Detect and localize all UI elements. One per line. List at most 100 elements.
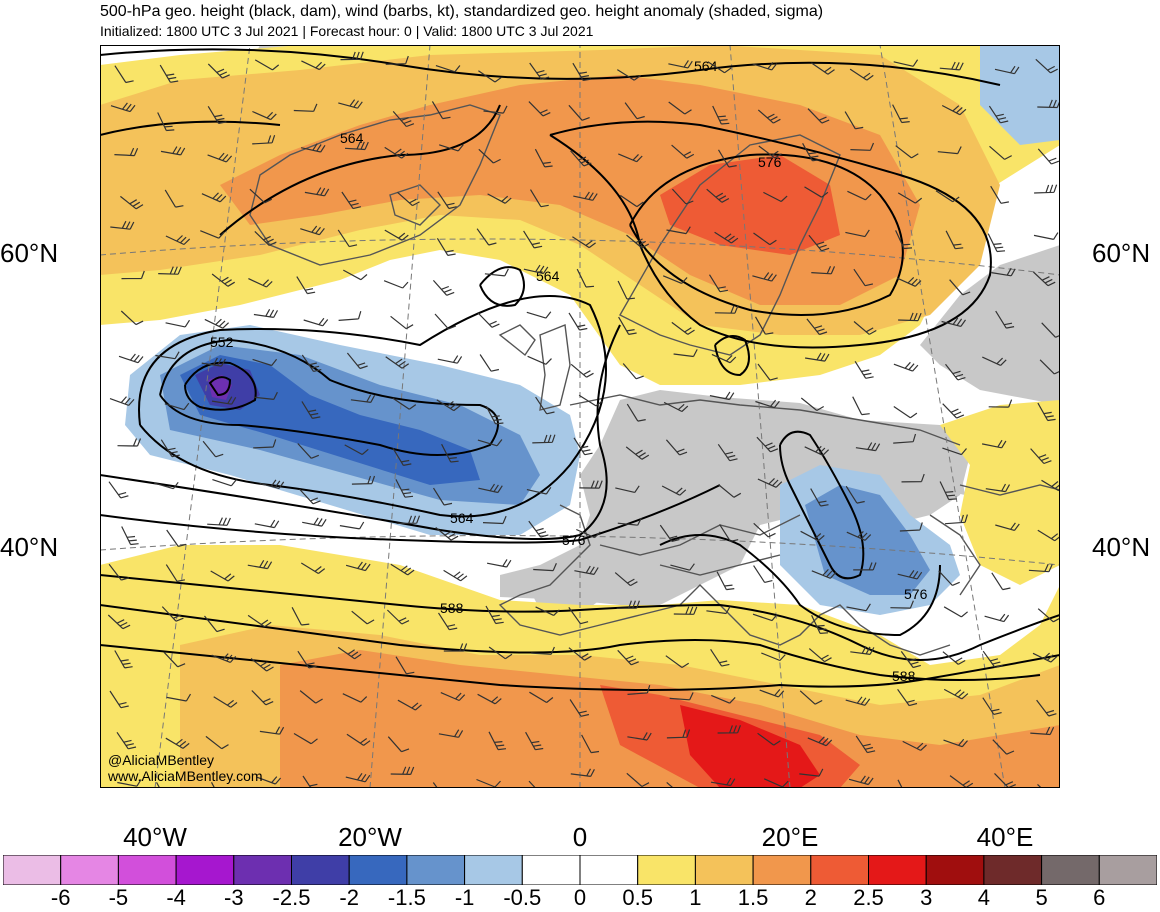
wind-barb — [893, 59, 919, 67]
wind-barb — [943, 688, 969, 700]
wind-barb — [943, 606, 968, 618]
wind-barb — [753, 232, 777, 246]
wind-barb — [205, 735, 229, 750]
lon-label-40e: 40°E — [976, 822, 1034, 852]
colorbar-swatch — [868, 855, 927, 885]
wind-barb — [248, 278, 273, 288]
wind-barb — [488, 731, 507, 751]
wind-barb — [808, 648, 832, 663]
wind-barb — [850, 646, 875, 655]
wind-barb — [527, 355, 552, 365]
wind-barb — [528, 780, 537, 788]
wind-barb — [385, 356, 410, 369]
contour-label: 588 — [440, 600, 464, 616]
wind-barb — [943, 738, 968, 748]
wind-barb — [253, 391, 278, 400]
colorbar-swatch — [464, 855, 523, 885]
wind-barb — [992, 739, 1015, 755]
wind-barb — [673, 606, 698, 615]
wind-barb — [253, 309, 279, 318]
wind-barb — [109, 396, 135, 406]
wind-barb — [807, 108, 830, 124]
lon-label-20w: 20°W — [338, 822, 402, 852]
wind-barb — [981, 439, 1007, 449]
wind-barb — [890, 600, 914, 609]
wind-barb — [811, 265, 836, 275]
wind-barb — [719, 524, 739, 542]
wind-barb — [895, 145, 919, 159]
wind-barb — [717, 443, 738, 462]
lat-lon-grid — [100, 45, 1060, 788]
wind-barb — [573, 191, 598, 201]
wind-barb — [201, 357, 226, 367]
wind-barb — [535, 396, 555, 415]
wind-barb — [108, 563, 130, 581]
wind-barb — [156, 782, 161, 788]
wind-barb — [535, 606, 560, 616]
wind-barb — [707, 61, 732, 74]
wind-barb — [938, 570, 960, 586]
wind-barb — [982, 356, 1007, 366]
wind-barb — [435, 65, 461, 73]
wind-barb — [300, 562, 326, 575]
wind-barb — [573, 437, 593, 456]
contour-label-group: 564 564 576 564 552 564 576 588 576 588 — [210, 58, 928, 684]
wind-barb — [301, 354, 322, 372]
wind-barb — [528, 520, 549, 538]
wind-barb — [477, 312, 500, 328]
wind-barb — [616, 600, 640, 609]
wind-barb — [117, 779, 142, 787]
wind-barb — [114, 65, 134, 84]
colorbar-tick-label: -3 — [224, 885, 244, 910]
wind-barb — [614, 572, 638, 587]
wind-barb — [484, 268, 509, 277]
wind-barb — [854, 360, 874, 379]
wind-barb — [807, 736, 833, 747]
wind-barb — [346, 733, 371, 746]
wind-barb — [805, 352, 830, 362]
wind-barb — [534, 148, 553, 168]
wind-barb — [432, 487, 453, 506]
wind-barb — [345, 772, 371, 783]
wind-barb — [665, 439, 688, 456]
colorbar-swatch — [637, 855, 696, 885]
wind-barb — [668, 101, 692, 115]
contour-label: 588 — [892, 668, 916, 684]
wind-barb — [116, 731, 137, 750]
wind-barb — [441, 443, 459, 463]
wind-barb — [159, 64, 179, 83]
colorbar-tick-label: -6 — [50, 885, 71, 910]
wind-barb — [709, 391, 735, 401]
wind-barb — [716, 571, 735, 591]
wind-barb — [757, 363, 778, 381]
wind-barb — [799, 690, 823, 705]
colorbar-tick-label: 0.5 — [622, 885, 653, 910]
wind-barb — [985, 483, 1011, 493]
wind-barb — [937, 146, 962, 155]
wind-barb — [763, 778, 789, 788]
wind-barb — [661, 485, 687, 496]
wind-barb — [396, 515, 421, 524]
wind-barb — [166, 529, 187, 547]
wind-barb — [945, 363, 966, 381]
colorbar-swatch — [694, 855, 754, 885]
colorbar-swatch — [3, 855, 62, 885]
wind-barb — [670, 563, 695, 571]
wind-barb — [344, 141, 369, 151]
wind-barb — [572, 236, 596, 249]
wind-barb — [802, 143, 821, 162]
wind-barb — [852, 396, 870, 416]
colorbar-tick-label: 5 — [1035, 885, 1048, 910]
wind-barb — [438, 729, 464, 738]
wind-barb — [478, 148, 501, 164]
wind-barb — [291, 607, 310, 626]
wind-barb — [615, 485, 640, 493]
wind-barb — [114, 650, 133, 669]
wind-barb — [984, 613, 1010, 623]
wind-barb — [845, 229, 870, 238]
wind-barb — [570, 150, 592, 167]
wind-barb — [717, 149, 737, 168]
wind-barb — [845, 485, 865, 504]
wind-barb — [293, 732, 318, 745]
wind-barb — [949, 279, 971, 296]
